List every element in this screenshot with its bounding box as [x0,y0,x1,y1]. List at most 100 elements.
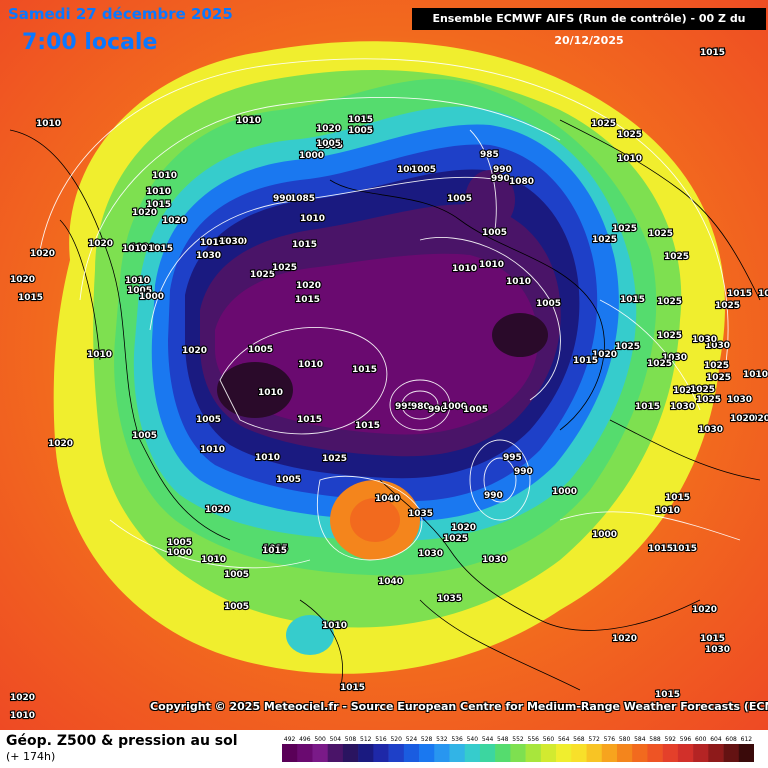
color-scale-legend: 492 496 500 504 508 512 516 520 524 528 532 536 540 5… [282,736,754,762]
isobar-label: 1015 [352,365,377,375]
isobar-label: 1020 [48,439,73,449]
isobar-label: 1020 [730,414,755,424]
isobar-label: 1005 [536,299,561,309]
isobar-label: 1010 [298,360,323,370]
forecast-lead-time: (+ 174h) [6,750,56,763]
isobar-label: 1030 [196,251,221,261]
isobar-label: 1035 [408,509,433,519]
isobar-label: 1030 [727,395,752,405]
isobar-label: 1025 [592,235,617,245]
legend-label: 532 [436,736,448,743]
isobar-label: 1015 [340,683,365,693]
isobar-label: 1015 [18,293,43,303]
isobar-label: 1015 [665,493,690,503]
isobar-label: 1025 [236,116,261,126]
isobar-label: 1015 [295,295,320,305]
isobar-label: 990 [273,194,292,204]
isobar-label: 1000 [442,402,467,412]
isobar-label: 1015 [355,421,380,431]
copyright-notice: Copyright © 2025 Meteociel.fr - Source E… [150,700,768,713]
legend-label: 500 [314,736,326,743]
isobar-label: 1015 [672,544,697,554]
isobar-label: 990 [491,174,510,184]
isobar-label: 1040 [375,494,400,504]
legend-swatch [586,744,603,762]
isobar-label: 1005 [167,538,192,548]
legend-swatch [571,744,587,762]
isobar-label: 1015 [348,115,373,125]
isobar-label: 1015 [727,289,752,299]
legend-swatch [327,744,344,762]
isobar-label: 1005 [132,431,157,441]
coastline-layer [9,119,761,691]
legend-label: 556 [528,736,540,743]
isobar-label: 1010 [200,445,225,455]
legend-swatch [479,744,496,762]
isobar-label: 1020 [745,414,768,424]
legend-swatch [738,744,754,762]
isobar-label: 1030 [705,645,730,655]
isobar-label: 1010 [200,238,225,248]
legend-swatch [403,744,420,762]
isobar-label: 990 [428,405,447,415]
isobar-label: 1010 [506,277,531,287]
isobar-label: 1010 [125,276,150,286]
isobar-label: 1030 [670,402,695,412]
isobar-label: 1000 [592,530,617,540]
isobar-label: 1020 [130,243,155,253]
legend-label: 536 [451,736,463,743]
isobar-label: 1005 [397,165,422,175]
legend-swatch [282,744,298,762]
legend-label: 520 [390,736,402,743]
isobar-label: 1030 [662,353,687,363]
legend-label: 540 [467,736,479,743]
isobar-layer [39,58,741,569]
isobar-label: 1020 [182,346,207,356]
isobar-label: 1020 [451,523,476,533]
model-run-banner: Ensemble ECMWF AIFS (Run de contrôle) - … [412,8,766,47]
legend-swatch [647,744,663,762]
legend-label: 548 [497,736,509,743]
isobar-label: 990 [493,165,512,175]
isobar-label: 1025 [664,252,689,262]
legend-label: 544 [482,736,494,743]
isobar-label: 1005 [318,141,343,151]
isobar-label: 1005 [348,126,373,136]
isobar-label: 1010 [655,506,680,516]
isobar-label: 1085 [290,194,315,204]
legend-swatch [540,744,557,762]
product-title: Géop. Z500 & pression au sol [6,733,238,749]
isobar-label: 1025 [657,331,682,341]
isobar-label: 1015 [292,240,317,250]
isobar-label: 1010 [255,453,280,463]
legend-swatch [510,744,526,762]
isobar-label: 1030 [219,237,244,247]
isobar-label: 1020 [673,386,698,396]
isobar-label: 1025 [612,224,637,234]
isobar-label: 1005 [248,345,273,355]
isobar-label: 1000 [139,292,164,302]
isobar-label: 1010 [152,171,177,181]
isobar-label: 1025 [704,361,729,371]
legend-swatch [358,744,374,762]
isobar-label: 1000 [299,151,324,161]
legend-label: 588 [649,736,661,743]
isobar-label: 1010 [743,370,768,380]
isobar-label: 1025 [657,297,682,307]
legend-swatch [556,744,572,762]
isobar-label: 1010 [322,621,347,631]
isobar-label: 1005 [127,286,152,296]
legend-label: 580 [619,736,631,743]
legend-swatch [312,744,328,762]
isobar-label: 1010 [201,555,226,565]
isobar-label: 1020 [10,693,35,703]
legend-label: 572 [588,736,600,743]
legend-swatch [388,744,405,762]
legend-swatch [632,744,648,762]
legend-label: 604 [710,736,722,743]
isobar-label: 1020 [132,208,157,218]
isobar-label: 1005 [316,139,341,149]
isobar-label: 980 [411,402,430,412]
isobar-label: 1025 [715,301,740,311]
isobar-label: 1015 [146,200,171,210]
